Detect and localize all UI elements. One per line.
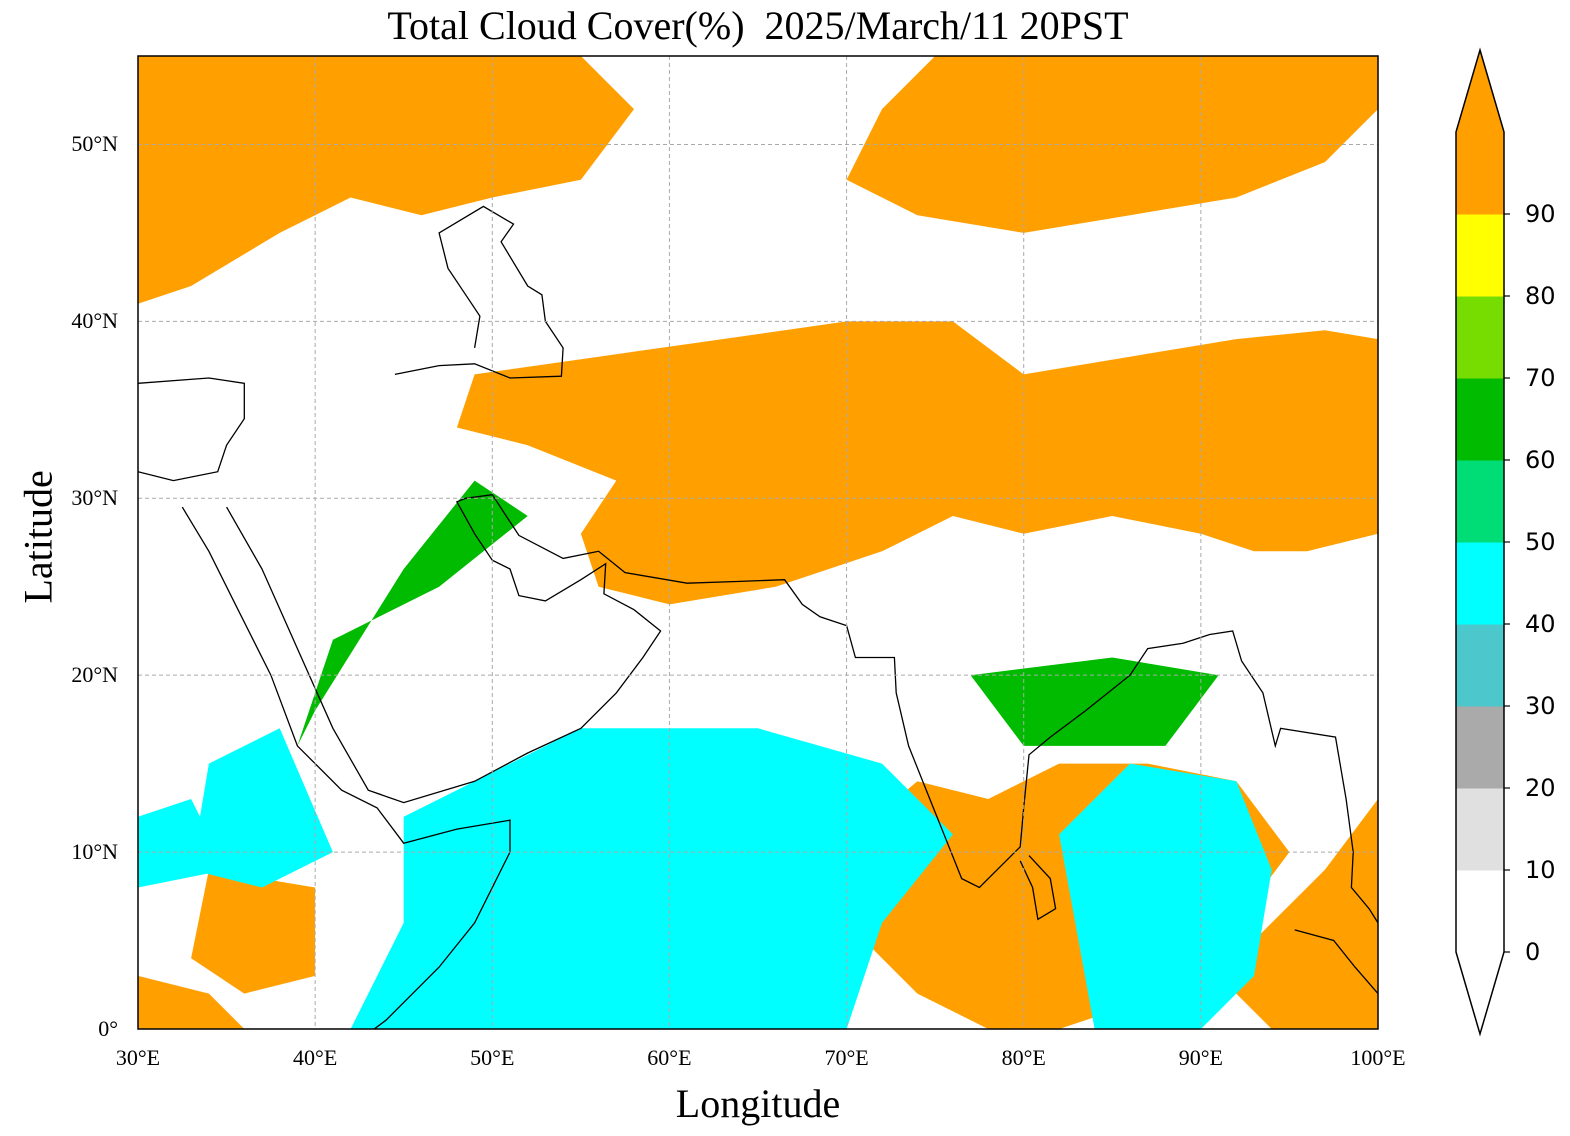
y-tick-label: 30°N: [71, 485, 118, 511]
colorbar-segment: [1456, 624, 1504, 707]
y-axis-label: Latitude: [15, 470, 61, 604]
colorbar-segment: [1456, 706, 1504, 789]
x-axis-label: Longitude: [675, 1081, 841, 1126]
colorbar-max-extension: [1456, 50, 1504, 132]
y-tick-label: 40°N: [71, 308, 118, 334]
cloud-region-0: [138, 56, 634, 304]
coastline-1: [181, 506, 511, 1029]
colorbar-segment: [1456, 378, 1504, 461]
y-tick-label: 20°N: [71, 662, 118, 688]
colorbar-tick-label: 10: [1525, 856, 1556, 884]
coastline-3: [1019, 855, 1057, 921]
x-tick-label: 80°E: [1001, 1045, 1046, 1070]
cloud-region-10: [191, 728, 333, 888]
colorbar-tick-label: 20: [1525, 774, 1556, 802]
colorbar-outline: [1455, 47, 1505, 1037]
colorbar-tick-label: 70: [1525, 364, 1556, 392]
colorbar-min-extension: [1456, 952, 1504, 1034]
colorbar-tick-label: 40: [1525, 610, 1556, 638]
y-tick-label: 0°: [98, 1016, 118, 1041]
cloud-region-12: [138, 799, 227, 888]
coastlines: [138, 205, 1378, 1029]
coastline-5: [394, 205, 564, 379]
coastline-2: [226, 494, 1378, 924]
x-tick-label: 100°E: [1350, 1045, 1406, 1070]
colorbar-tick-label: 30: [1525, 692, 1556, 720]
colorbar: [1455, 47, 1510, 1037]
cloud-region-7: [350, 728, 953, 1029]
coastline-4: [1294, 929, 1378, 995]
map-frame: [137, 55, 1379, 1030]
colorbar-tick-label: 0: [1525, 938, 1541, 966]
colorbar-segment: [1456, 460, 1504, 543]
colorbar-segment: [1456, 214, 1504, 297]
colorbar-segment: [1456, 132, 1504, 215]
y-tick-label: 50°N: [71, 131, 118, 157]
colorbar-segment: [1456, 870, 1504, 953]
colorbar-tick-label: 50: [1525, 528, 1556, 556]
y-tick-label: 10°N: [71, 839, 118, 865]
coastline-0: [138, 377, 245, 482]
x-tick-label: 50°E: [470, 1045, 515, 1070]
cloud-region-11: [970, 657, 1219, 746]
cloud-region-9: [297, 480, 528, 746]
map-title: Total Cloud Cover(%) 2025/March/11 20PST: [387, 3, 1129, 48]
cloud-cover-field: [138, 56, 1378, 1029]
cloud-region-6: [138, 975, 245, 1029]
x-tick-label: 60°E: [647, 1045, 692, 1070]
x-tick-label: 70°E: [824, 1045, 869, 1070]
colorbar-segment: [1456, 542, 1504, 625]
colorbar-segment: [1456, 788, 1504, 871]
x-tick-label: 40°E: [293, 1045, 338, 1070]
colorbar-segment: [1456, 296, 1504, 379]
x-tick-label: 30°E: [115, 1045, 161, 1070]
colorbar-tick-label: 80: [1525, 282, 1556, 310]
cloud-region-2: [456, 321, 1378, 605]
colorbar-tick-label: 90: [1525, 200, 1556, 228]
cloud-region-4: [1236, 799, 1378, 1029]
x-tick-label: 90°E: [1178, 1045, 1223, 1070]
colorbar-tick-label: 60: [1525, 446, 1556, 474]
cloud-region-8: [1059, 763, 1272, 1029]
cloud-region-5: [191, 869, 316, 994]
